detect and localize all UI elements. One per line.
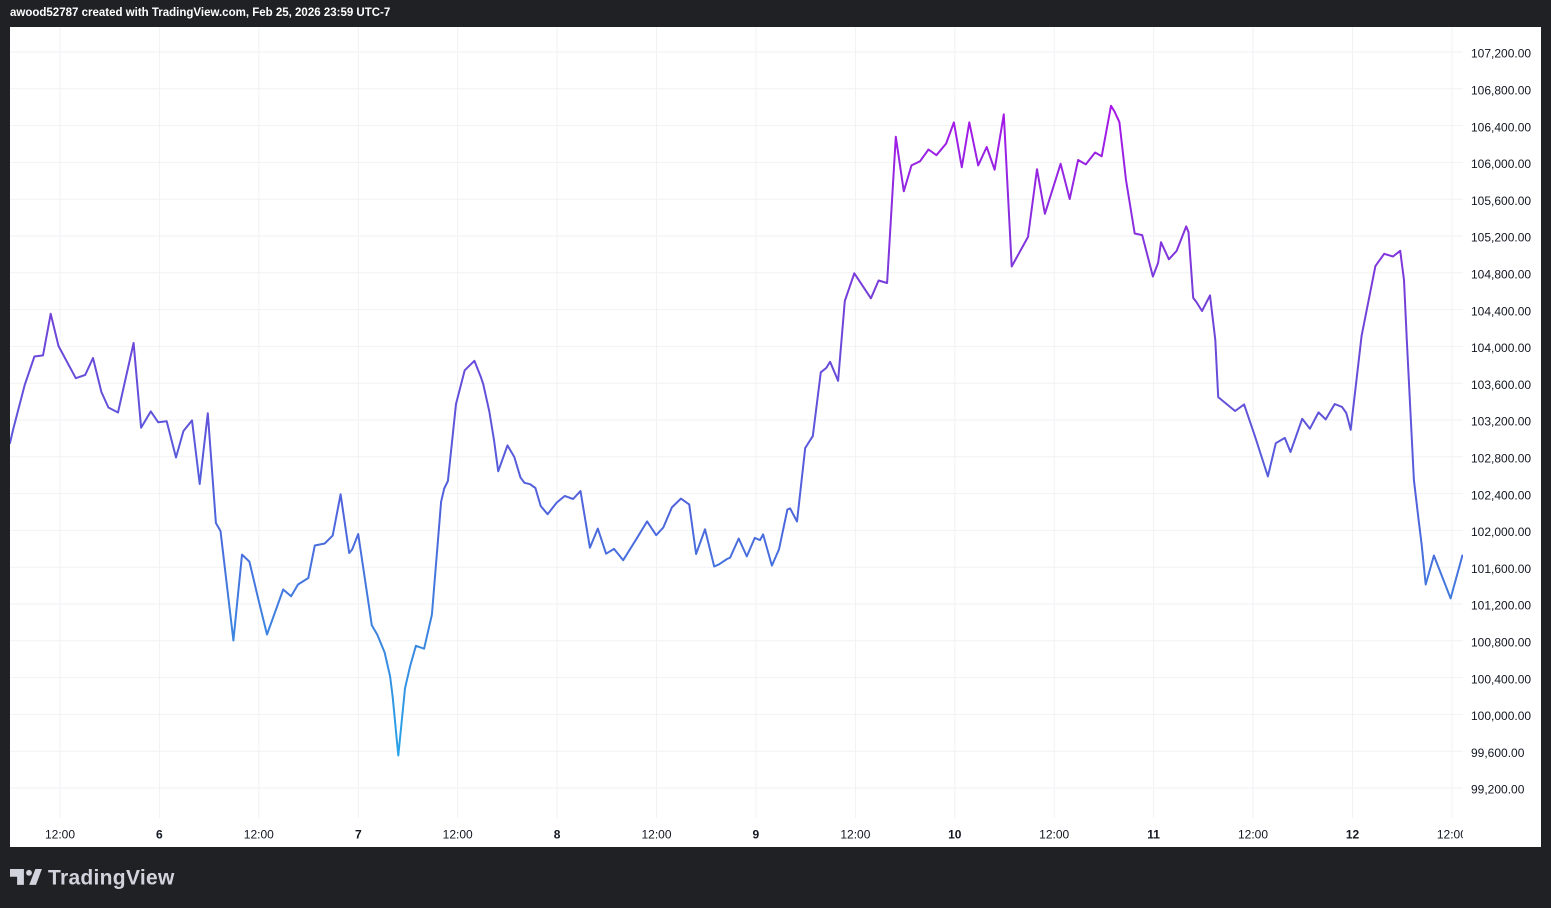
svg-text:11: 11 (1147, 828, 1160, 842)
svg-text:12:00: 12:00 (244, 828, 274, 842)
svg-text:100,400.00: 100,400.00 (1471, 672, 1531, 686)
svg-text:104,000.00: 104,000.00 (1471, 341, 1531, 355)
svg-text:6: 6 (156, 828, 163, 842)
svg-text:12:00: 12:00 (443, 828, 473, 842)
svg-text:106,400.00: 106,400.00 (1471, 120, 1531, 134)
svg-text:105,200.00: 105,200.00 (1471, 231, 1531, 245)
svg-text:104,400.00: 104,400.00 (1471, 304, 1531, 318)
svg-text:99,200.00: 99,200.00 (1471, 783, 1525, 797)
svg-text:103,200.00: 103,200.00 (1471, 415, 1531, 429)
svg-text:12:00: 12:00 (1437, 828, 1467, 842)
svg-text:12: 12 (1346, 828, 1360, 842)
svg-text:103,600.00: 103,600.00 (1471, 378, 1531, 392)
svg-text:100,800.00: 100,800.00 (1471, 636, 1531, 650)
svg-text:102,400.00: 102,400.00 (1471, 488, 1531, 502)
svg-text:105,600.00: 105,600.00 (1471, 194, 1531, 208)
svg-text:100,000.00: 100,000.00 (1471, 709, 1531, 723)
svg-text:12:00: 12:00 (1039, 828, 1069, 842)
svg-text:99,600.00: 99,600.00 (1471, 746, 1525, 760)
svg-text:102,800.00: 102,800.00 (1471, 452, 1531, 466)
svg-text:9: 9 (753, 828, 760, 842)
svg-text:101,600.00: 101,600.00 (1471, 562, 1531, 576)
svg-text:101,200.00: 101,200.00 (1471, 599, 1531, 613)
svg-text:102,000.00: 102,000.00 (1471, 525, 1531, 539)
svg-text:106,000.00: 106,000.00 (1471, 157, 1531, 171)
svg-text:12:00: 12:00 (641, 828, 671, 842)
svg-text:12:00: 12:00 (840, 828, 870, 842)
svg-text:8: 8 (554, 828, 561, 842)
svg-text:106,800.00: 106,800.00 (1471, 84, 1531, 98)
svg-text:107,200.00: 107,200.00 (1471, 47, 1531, 61)
svg-text:TradingView: TradingView (48, 867, 175, 890)
svg-text:10: 10 (948, 828, 962, 842)
svg-text:104,800.00: 104,800.00 (1471, 268, 1531, 282)
svg-text:7: 7 (355, 828, 362, 842)
svg-text:12:00: 12:00 (1238, 828, 1268, 842)
svg-text:12:00: 12:00 (45, 828, 75, 842)
